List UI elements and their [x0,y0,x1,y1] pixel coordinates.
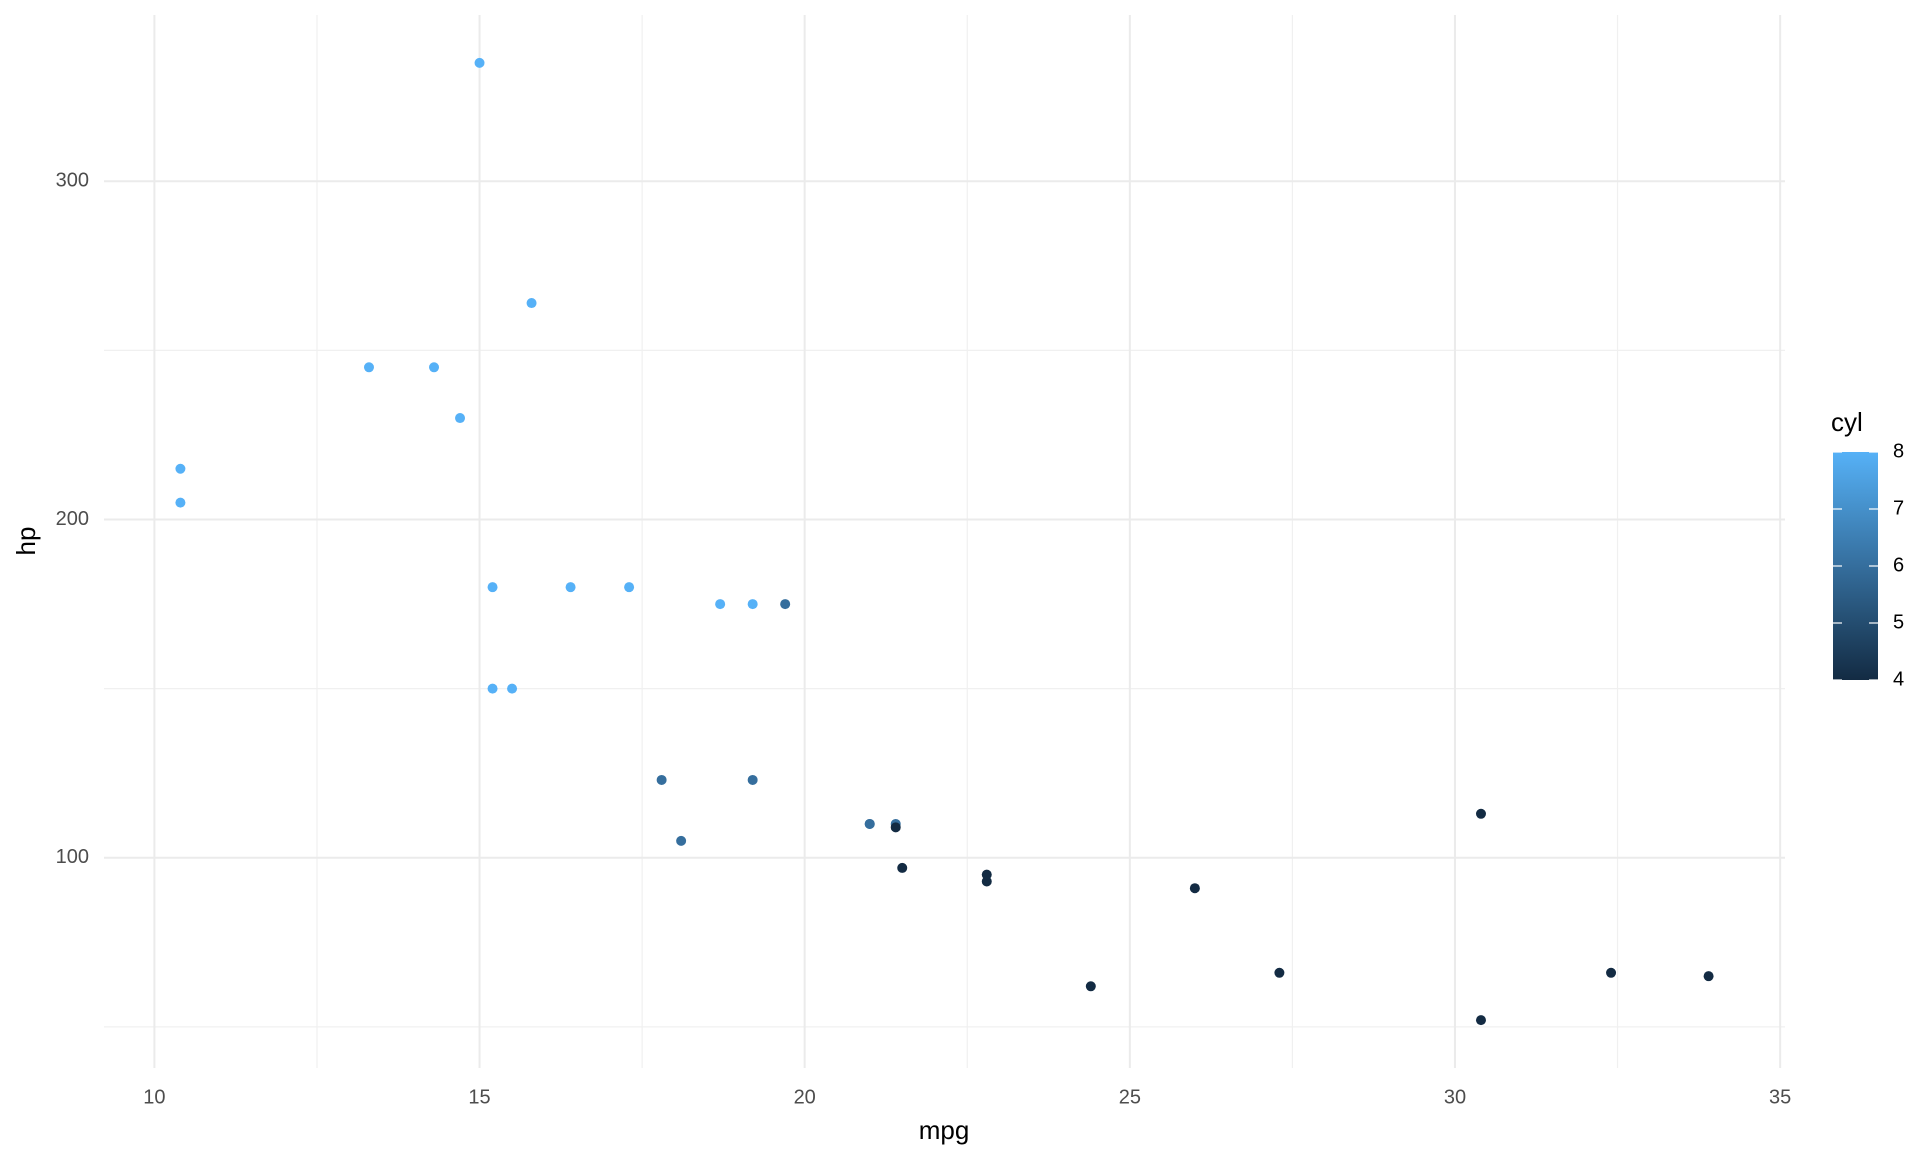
point [487,683,498,694]
point [780,599,791,610]
point [864,818,875,829]
point [1475,1015,1486,1026]
x-tick-label: 30 [1444,1086,1466,1108]
legend-label: 7 [1893,497,1904,519]
x-tick-label: 25 [1119,1086,1141,1108]
legend-label: 4 [1893,668,1904,690]
legend-label: 5 [1893,611,1904,633]
x-tick-label: 15 [468,1086,490,1108]
y-axis-title: hp [11,527,41,556]
point [890,822,901,833]
point [565,582,576,593]
point [1189,883,1200,894]
point [363,362,374,373]
point [455,413,466,424]
grid [104,15,1785,1068]
legend-label: 6 [1893,554,1904,576]
point [1606,967,1617,978]
legend-title: cyl [1831,407,1863,437]
point [747,774,758,785]
point [656,774,667,785]
legend: cyl 4 5 6 7 8 [1831,407,1904,690]
point [715,599,726,610]
x-tick-label: 10 [143,1086,165,1108]
y-tick-label: 200 [56,508,89,530]
point [526,298,537,309]
y-tick-label: 300 [56,170,89,192]
x-tick-label: 35 [1769,1086,1791,1108]
point [1703,971,1714,982]
y-tick-label: 100 [56,846,89,868]
point [747,599,758,610]
point [175,463,186,474]
x-tick-label: 20 [794,1086,816,1108]
point [507,683,518,694]
point [1274,967,1285,978]
point [1475,808,1486,819]
point [981,869,992,880]
point [474,57,485,68]
point [897,862,908,873]
x-axis-title: mpg [919,1115,970,1145]
point [487,582,498,593]
point [624,582,635,593]
axes: 10 15 20 25 30 35 100 200 300 [56,170,1792,1109]
points [175,57,1714,1026]
point [676,835,687,846]
legend-label: 8 [1893,440,1904,462]
point [175,497,186,508]
point [1085,981,1096,992]
point [429,362,440,373]
